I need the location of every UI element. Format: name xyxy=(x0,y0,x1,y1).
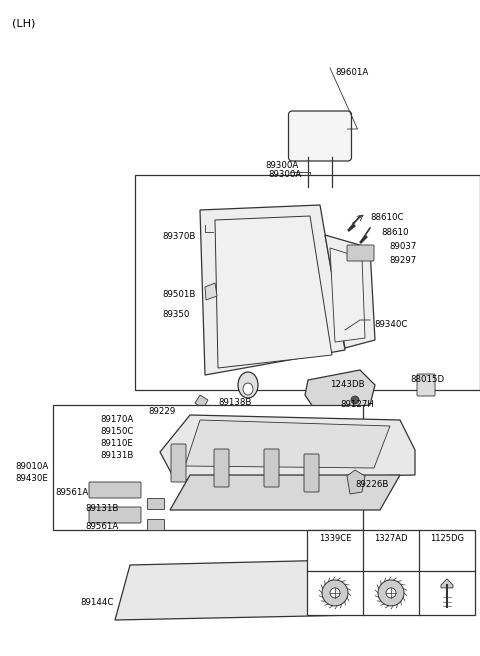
FancyBboxPatch shape xyxy=(417,374,435,396)
Polygon shape xyxy=(185,420,390,468)
Text: 89131B: 89131B xyxy=(100,451,133,460)
Text: 89010A: 89010A xyxy=(15,462,48,471)
Circle shape xyxy=(330,588,340,598)
Text: 89561A: 89561A xyxy=(85,522,118,531)
Polygon shape xyxy=(205,283,217,300)
Text: 89370B: 89370B xyxy=(162,232,195,241)
Text: 88610: 88610 xyxy=(381,228,408,237)
Circle shape xyxy=(322,580,348,606)
Text: 1125DG: 1125DG xyxy=(430,534,464,543)
Text: 89501B: 89501B xyxy=(162,290,195,299)
Text: 89300A: 89300A xyxy=(265,161,298,170)
Text: 89144C: 89144C xyxy=(80,598,113,607)
Bar xyxy=(307,530,475,615)
Text: 88015D: 88015D xyxy=(410,375,444,384)
FancyBboxPatch shape xyxy=(214,449,229,487)
FancyBboxPatch shape xyxy=(147,520,165,531)
Text: 89131B: 89131B xyxy=(85,504,119,513)
Ellipse shape xyxy=(243,383,253,395)
Polygon shape xyxy=(195,395,208,409)
Text: 89430E: 89430E xyxy=(15,474,48,483)
FancyBboxPatch shape xyxy=(347,245,374,261)
Text: 89229: 89229 xyxy=(148,407,175,416)
Text: 89127H: 89127H xyxy=(340,400,374,409)
FancyBboxPatch shape xyxy=(147,499,165,510)
Polygon shape xyxy=(160,415,415,480)
Polygon shape xyxy=(305,370,375,410)
Text: (LH): (LH) xyxy=(12,18,36,28)
Ellipse shape xyxy=(238,372,258,398)
Polygon shape xyxy=(441,579,453,588)
Text: 1327AD: 1327AD xyxy=(374,534,408,543)
Polygon shape xyxy=(330,248,365,342)
Text: 89226B: 89226B xyxy=(355,480,388,489)
Text: 89561A: 89561A xyxy=(55,488,88,497)
Circle shape xyxy=(351,396,359,404)
Text: 89150C: 89150C xyxy=(100,427,133,436)
Text: 89110E: 89110E xyxy=(100,439,133,448)
FancyBboxPatch shape xyxy=(89,507,141,523)
Text: 89601A: 89601A xyxy=(335,68,368,77)
Bar xyxy=(53,405,363,530)
Text: 89340C: 89340C xyxy=(374,320,408,329)
FancyBboxPatch shape xyxy=(304,454,319,492)
FancyBboxPatch shape xyxy=(89,482,141,498)
Text: 1243DB: 1243DB xyxy=(330,380,365,389)
Text: 89138B: 89138B xyxy=(218,398,252,407)
Text: 89037: 89037 xyxy=(389,242,416,251)
Polygon shape xyxy=(200,205,345,375)
Polygon shape xyxy=(215,216,332,368)
FancyBboxPatch shape xyxy=(288,111,351,161)
Text: 89300A: 89300A xyxy=(268,170,301,179)
Circle shape xyxy=(386,588,396,598)
Text: 1339CE: 1339CE xyxy=(319,534,351,543)
FancyBboxPatch shape xyxy=(171,444,186,482)
Polygon shape xyxy=(347,470,365,494)
Polygon shape xyxy=(170,475,400,510)
Text: 89297: 89297 xyxy=(389,256,416,265)
Polygon shape xyxy=(115,560,360,620)
Circle shape xyxy=(378,580,404,606)
Text: 89170A: 89170A xyxy=(100,415,133,424)
FancyBboxPatch shape xyxy=(264,449,279,487)
Text: 89350: 89350 xyxy=(162,310,190,319)
Polygon shape xyxy=(325,235,375,348)
Bar xyxy=(135,175,480,390)
Text: 88610C: 88610C xyxy=(370,213,404,222)
